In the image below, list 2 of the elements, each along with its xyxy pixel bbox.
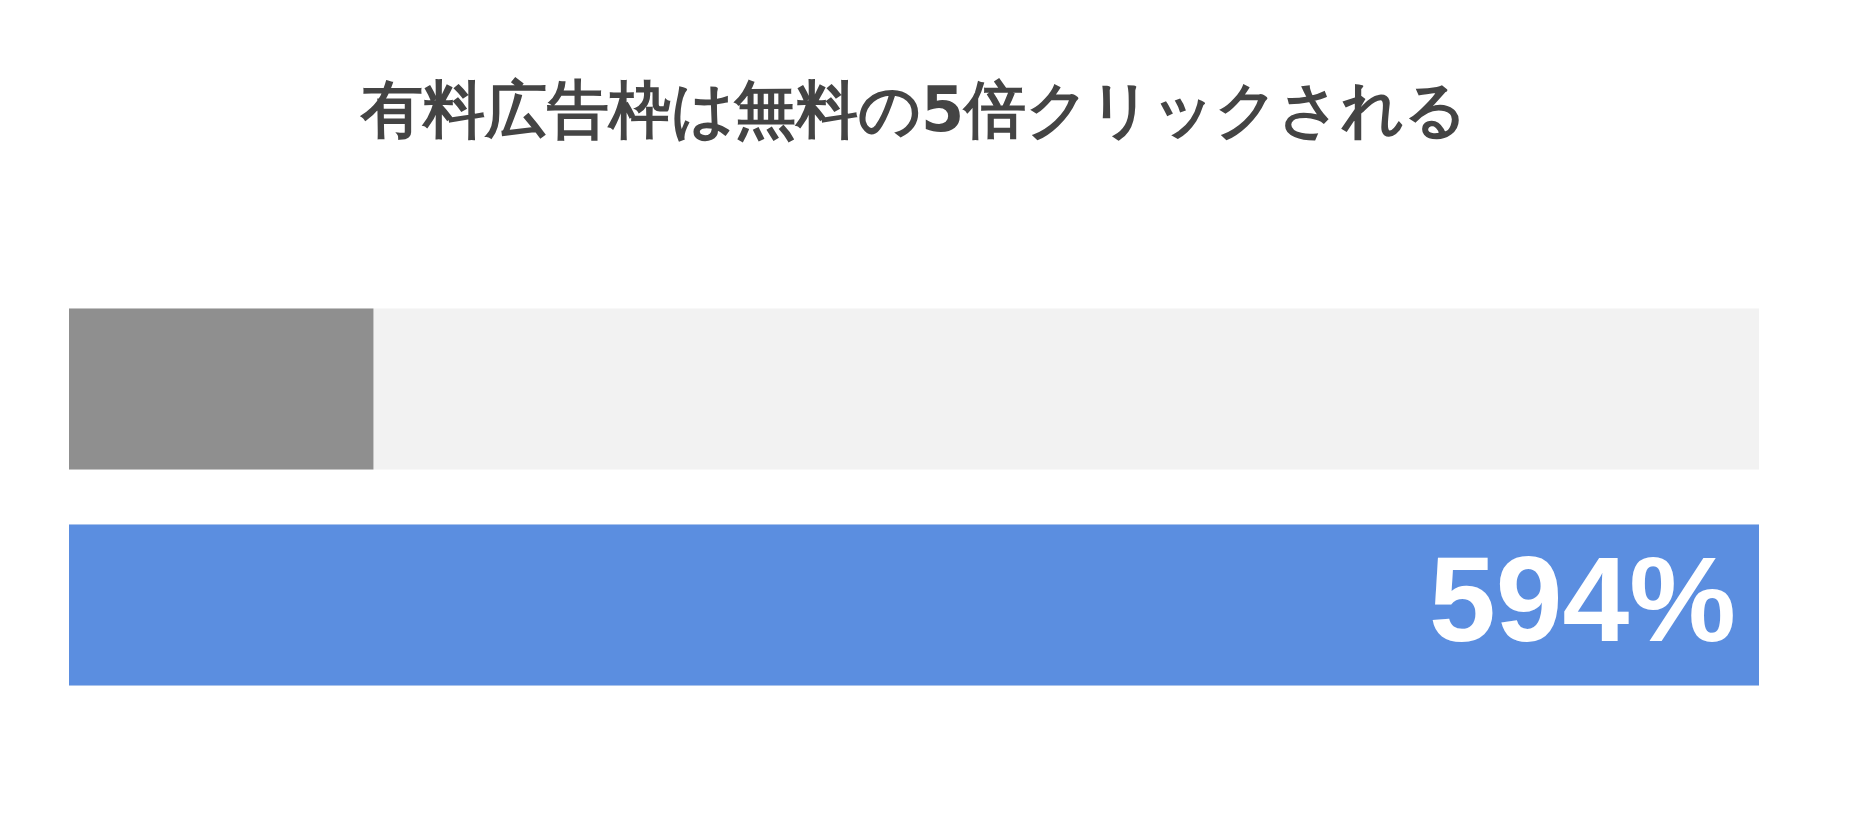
data-label: 594%	[1429, 532, 1736, 666]
chart-title: 有料広告枠は無料の5倍クリックされる	[358, 73, 1468, 146]
